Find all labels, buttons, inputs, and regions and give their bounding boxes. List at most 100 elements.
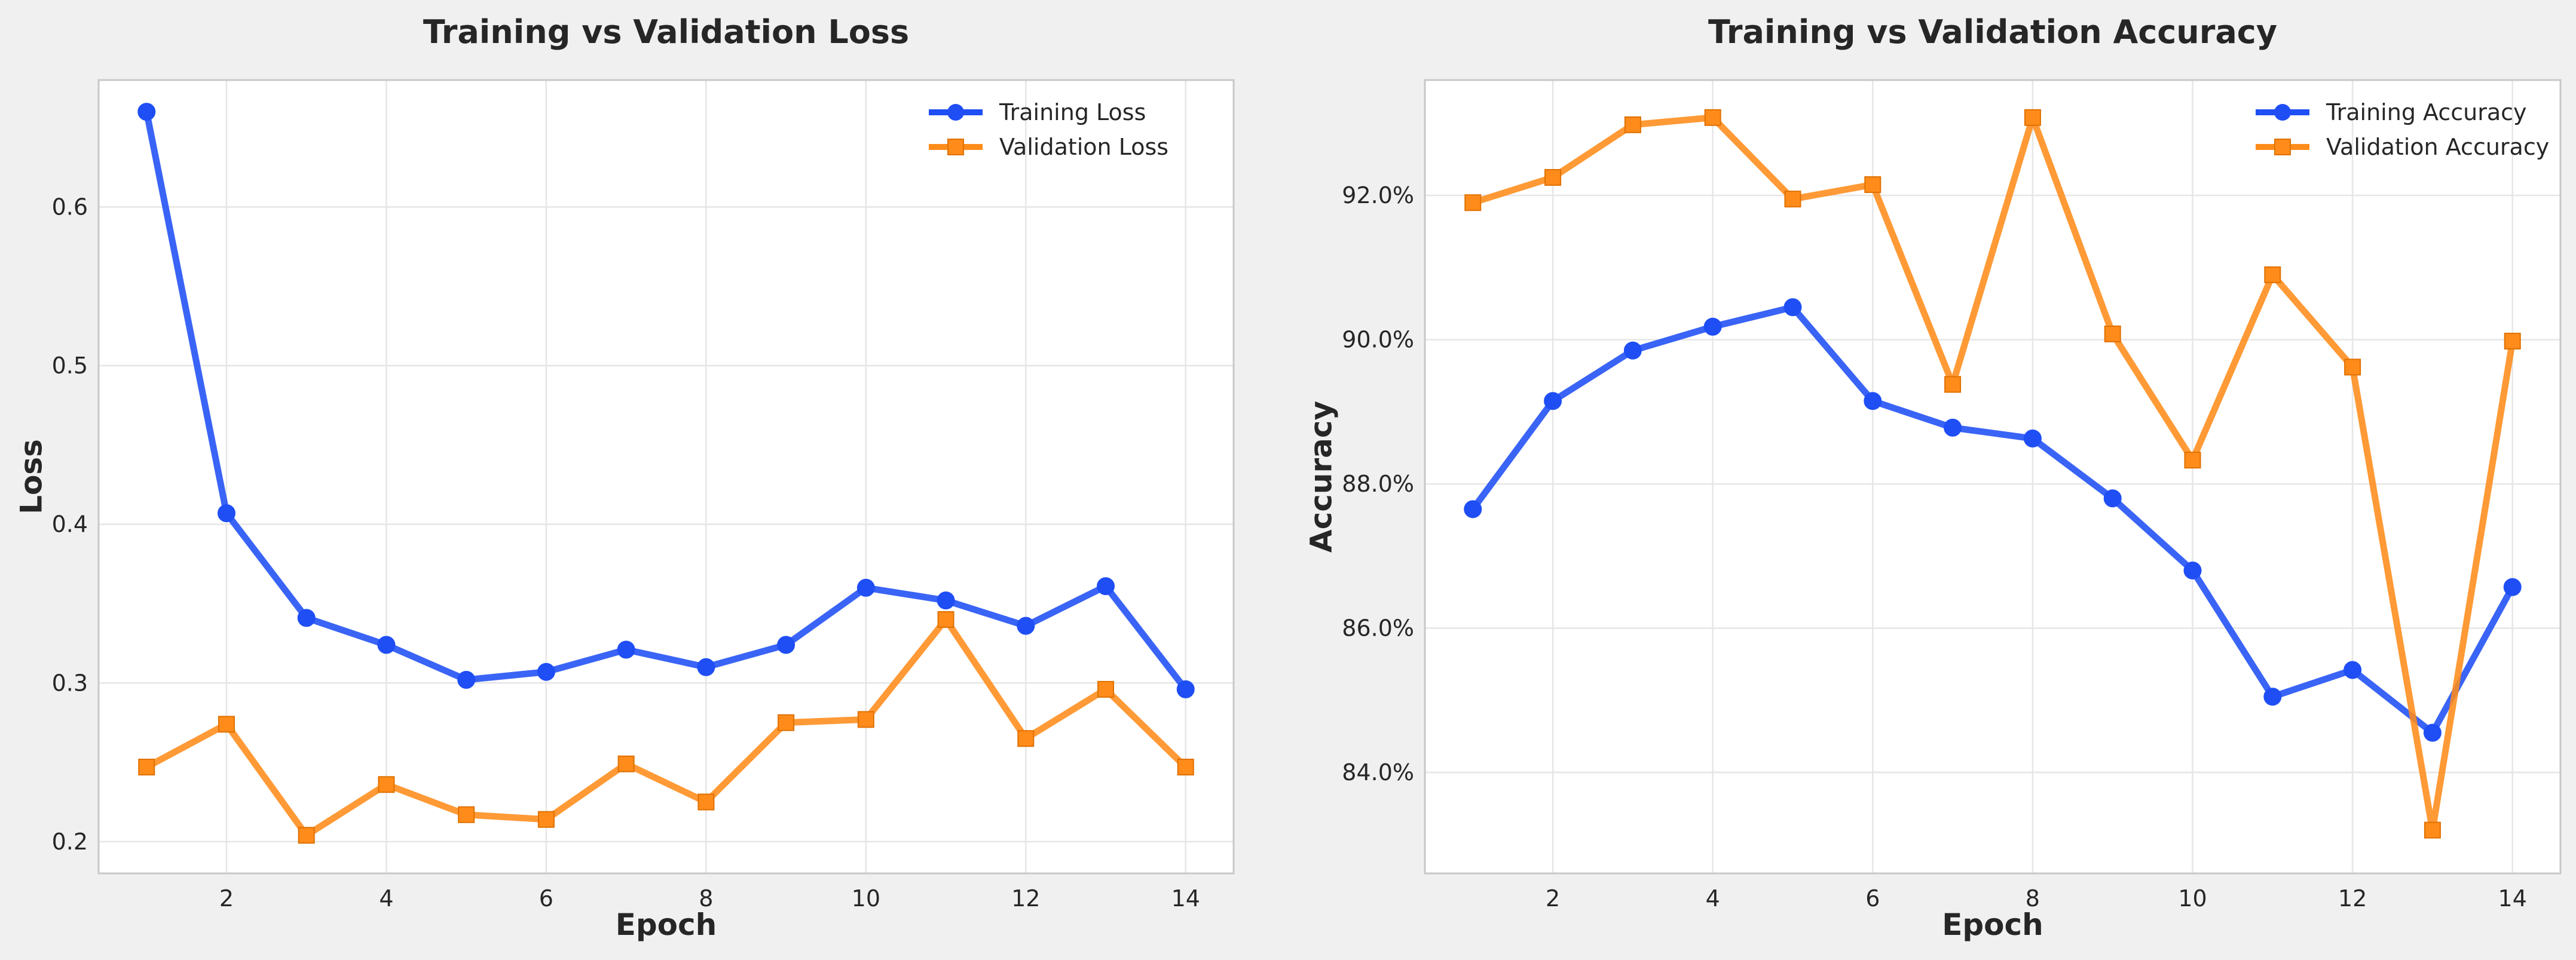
legend-entry: Training Loss <box>999 99 1146 125</box>
data-point <box>137 103 156 121</box>
series-line-1 <box>143 108 1189 693</box>
y-tick-label: 0.3 <box>52 670 88 696</box>
data-point <box>138 759 155 776</box>
x-axis-label: Epoch <box>1942 907 2043 942</box>
data-point <box>1097 680 1115 698</box>
data-point <box>1017 617 1035 635</box>
data-point <box>1544 392 1562 410</box>
x-tick-label: 2 <box>1546 885 1560 912</box>
x-tick-label: 12 <box>2338 885 2367 912</box>
data-point <box>697 658 715 676</box>
data-point <box>937 611 954 628</box>
x-tick-label: 14 <box>2498 885 2527 912</box>
legend: Training Loss Validation Loss <box>929 99 1168 160</box>
data-point <box>1864 176 1881 194</box>
data-point <box>217 504 235 523</box>
legend-entry: Validation Accuracy <box>2326 134 2549 160</box>
data-point <box>856 578 875 597</box>
data-point <box>298 827 315 844</box>
data-point <box>2183 561 2202 579</box>
series-line-2 <box>1469 114 2516 834</box>
plot-frame <box>97 79 1235 875</box>
chart-1: 2 4 6 8 10 12 14 0.2 0.3 0.4 0.5 0.6 Training vs Val… <box>14 13 1235 942</box>
data-point <box>2423 723 2442 742</box>
x-tick-label: 12 <box>1011 885 1040 912</box>
data-point <box>1784 191 1801 208</box>
data-point <box>1783 298 1802 317</box>
data-point <box>1944 376 1962 393</box>
data-point <box>937 591 955 610</box>
data-point <box>778 714 795 731</box>
y-axis-label: Accuracy <box>1304 401 1339 553</box>
legend-marker <box>947 139 964 155</box>
legend-entry: Training Accuracy <box>2326 99 2527 125</box>
data-point <box>1944 418 1962 437</box>
data-point <box>458 806 475 823</box>
data-point <box>1623 341 1642 360</box>
data-point <box>2344 661 2362 679</box>
y-tick-label: 0.6 <box>52 194 88 220</box>
data-point <box>377 636 396 654</box>
data-point <box>1864 392 1882 410</box>
y-tick-label: 0.5 <box>52 352 88 379</box>
data-point <box>2504 333 2521 350</box>
y-tick-label: 90.0% <box>1342 327 1414 353</box>
y-axis-label: Loss <box>14 439 49 514</box>
data-point <box>218 716 235 733</box>
y-tick-label: 88.0% <box>1342 471 1414 497</box>
x-tick-label: 4 <box>1706 885 1720 912</box>
data-point <box>1464 194 1482 211</box>
data-point <box>2344 358 2361 376</box>
chart-title: Training vs Validation Accuracy <box>1708 13 2277 51</box>
data-point <box>1624 116 1641 133</box>
y-tick-label: 84.0% <box>1342 759 1414 786</box>
data-point <box>457 670 476 689</box>
data-point <box>1464 500 1482 519</box>
data-point <box>697 793 715 811</box>
legend-marker <box>2274 139 2291 155</box>
data-point <box>2264 266 2281 283</box>
legend-marker <box>947 104 964 121</box>
data-point <box>2104 325 2121 342</box>
legend-marker <box>2274 104 2291 121</box>
data-point <box>617 640 635 659</box>
data-point <box>2103 489 2122 508</box>
series-line-1 <box>1469 303 2516 737</box>
x-axis-label: Epoch <box>616 907 717 942</box>
x-tick-label: 2 <box>219 885 234 912</box>
data-point <box>617 755 635 772</box>
legend-entry: Validation Loss <box>999 134 1168 160</box>
chart-title: Training vs Validation Loss <box>423 13 909 51</box>
x-tick-label: 6 <box>1865 885 1880 912</box>
data-point <box>1703 317 1722 336</box>
data-point <box>1704 109 1721 126</box>
x-tick-label: 4 <box>379 885 393 912</box>
data-point <box>378 776 395 793</box>
data-point <box>2424 821 2441 839</box>
data-point <box>2263 688 2282 706</box>
plot-frame <box>1424 79 2562 875</box>
x-tick-label: 8 <box>699 885 713 912</box>
data-point <box>537 663 555 681</box>
data-point <box>1177 759 1194 776</box>
data-point <box>2184 452 2201 469</box>
data-point <box>297 609 316 627</box>
x-tick-label: 14 <box>1171 885 1200 912</box>
chart-2: 2 4 6 8 10 12 14 84.0% 86.0% 88.0% 90.0% 92.0% Train… <box>1304 13 2562 942</box>
data-point <box>2023 430 2042 448</box>
data-point <box>777 636 796 654</box>
x-tick-label: 10 <box>2178 885 2207 912</box>
y-tick-label: 0.4 <box>52 511 88 538</box>
data-point <box>1544 168 1562 186</box>
data-point <box>2024 109 2041 126</box>
legend: Training Accuracy Validation Accuracy <box>2256 99 2549 160</box>
data-point <box>1097 577 1115 596</box>
data-point <box>857 711 874 728</box>
data-point <box>2503 578 2522 596</box>
x-tick-label: 8 <box>2026 885 2040 912</box>
plot-area <box>99 80 1234 873</box>
data-point <box>1176 680 1195 698</box>
y-tick-label: 0.2 <box>52 829 88 855</box>
data-point <box>537 811 555 828</box>
